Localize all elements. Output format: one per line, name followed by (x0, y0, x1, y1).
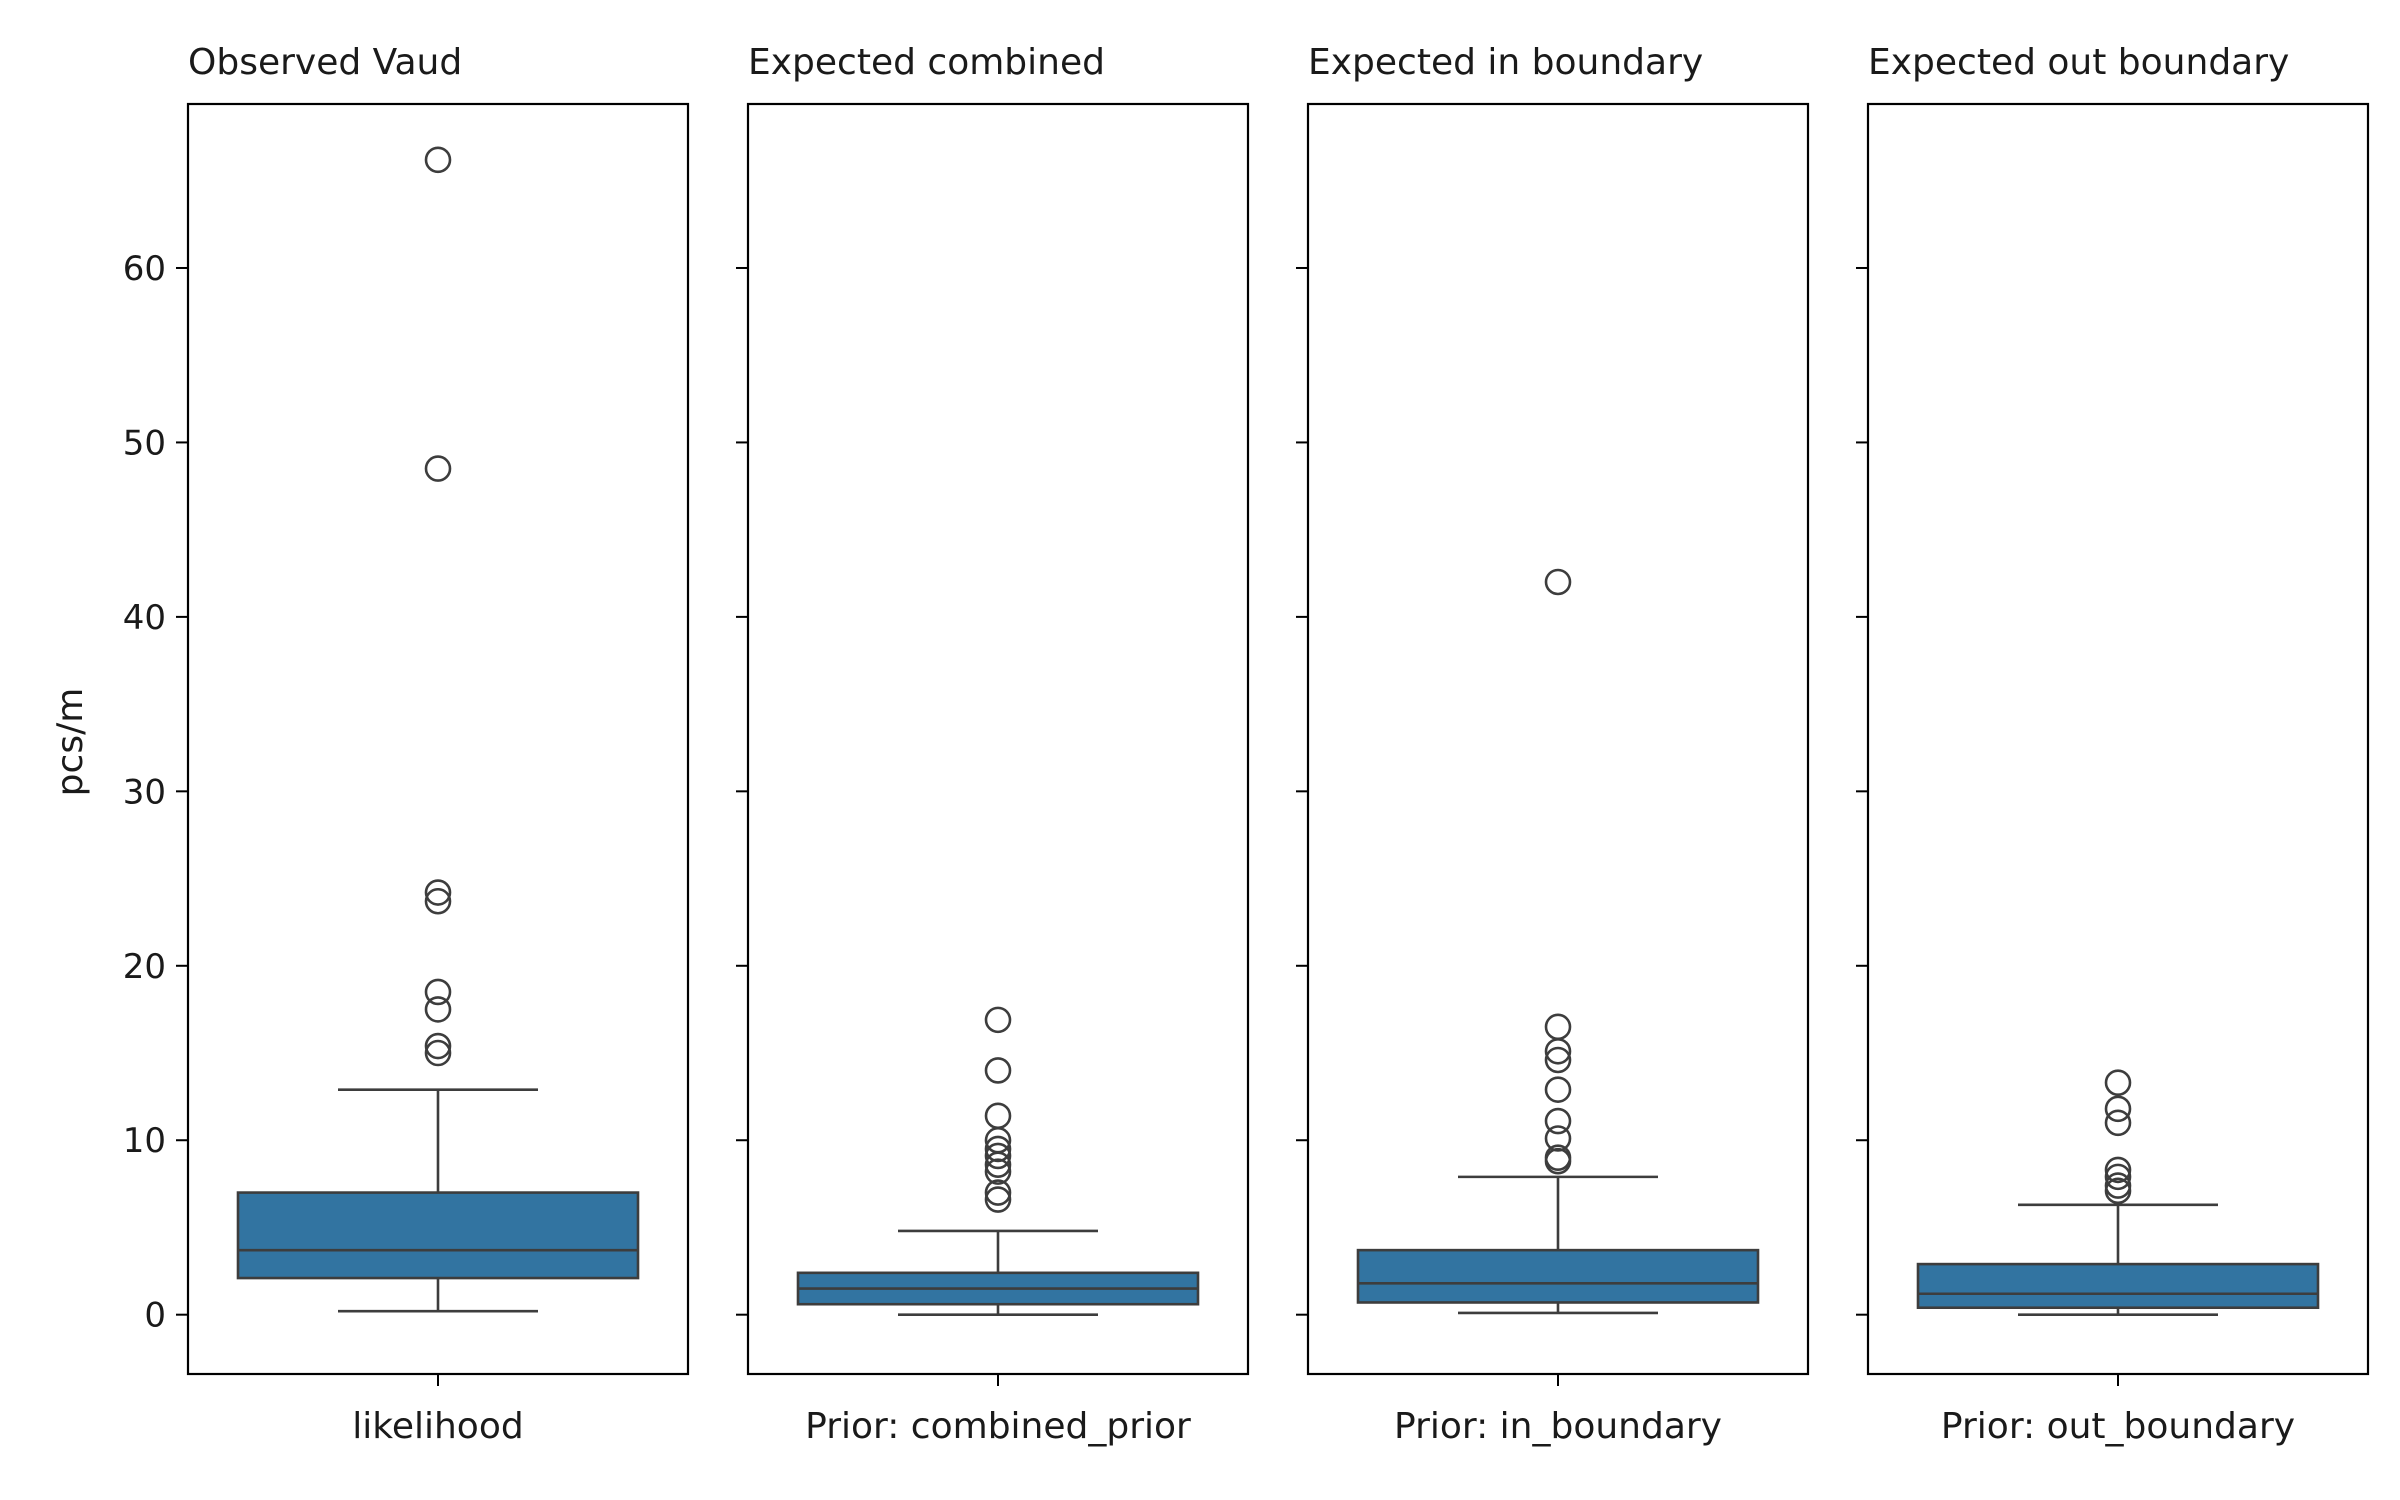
x-tick-label: Prior: in_boundary (1394, 1406, 1722, 1447)
outlier-point (1544, 1046, 1572, 1074)
panel-title: Expected in boundary (1308, 42, 1703, 83)
y-tick-label: 50 (123, 423, 166, 463)
outlier-point (2104, 1163, 2132, 1191)
x-tick-label: Prior: combined_prior (805, 1406, 1191, 1447)
outlier-point (984, 1006, 1012, 1034)
outlier-point (1544, 1107, 1572, 1135)
panel-2: Expected combined Prior: combined_prior (736, 42, 1250, 1447)
x-tick-label: Prior: out_boundary (1941, 1406, 2295, 1447)
panel-frame (1866, 102, 2370, 1376)
iqr-box (1356, 1248, 1760, 1304)
outlier-point (424, 455, 452, 482)
outlier-point (2104, 1095, 2132, 1123)
outlier-point (984, 1158, 1012, 1185)
outlier-point (984, 1135, 1012, 1163)
y-tick-label: 40 (123, 598, 166, 638)
outlier-point (984, 1186, 1012, 1213)
outlier-point (424, 146, 452, 174)
panels: Observed Vaud 0 10 20 30 40 50 60 likelihood Expe… (123, 42, 2370, 1447)
panel-title: Expected out boundary (1868, 42, 2289, 83)
iqr-box (236, 1191, 640, 1280)
outlier-point (984, 1142, 1012, 1170)
outlier-point (2104, 1172, 2132, 1199)
y-tick-label: 20 (123, 947, 166, 987)
panel-3: Expected in boundary Prior: in_boundary (1296, 42, 1810, 1447)
outlier-point (424, 879, 452, 906)
x-tick-label: likelihood (352, 1406, 523, 1447)
outlier-point (1544, 568, 1572, 596)
y-axis-label: pcs/m (50, 688, 91, 797)
panel-title: Observed Vaud (188, 42, 462, 83)
outlier-point (424, 1039, 452, 1067)
outlier-point (1544, 1013, 1572, 1041)
panel-title: Expected combined (748, 42, 1105, 83)
y-tick-label: 30 (123, 772, 166, 812)
outlier-point (1544, 1125, 1572, 1152)
panel-1: Observed Vaud 0 10 20 30 40 50 60 likelihood (123, 42, 690, 1447)
y-tick-label: 60 (123, 249, 166, 289)
outlier-point (1544, 1076, 1572, 1103)
outlier-point (984, 1057, 1012, 1084)
outlier-point (984, 1102, 1012, 1130)
outlier-point (2104, 1109, 2132, 1137)
panel-4: Expected out boundary Prior: out_boundary (1856, 42, 2370, 1447)
outlier-point (424, 996, 452, 1023)
y-tick-label: 10 (123, 1121, 166, 1161)
outlier-point (424, 978, 452, 1006)
y-tick-label: 0 (144, 1296, 166, 1336)
outlier-point (2104, 1069, 2132, 1096)
outlier-point (424, 1032, 452, 1060)
outlier-point (2104, 1156, 2132, 1184)
outlier-point (1544, 1144, 1572, 1171)
outlier-point (424, 887, 452, 915)
iqr-box (1916, 1262, 2320, 1310)
outlier-point (984, 1179, 1012, 1206)
